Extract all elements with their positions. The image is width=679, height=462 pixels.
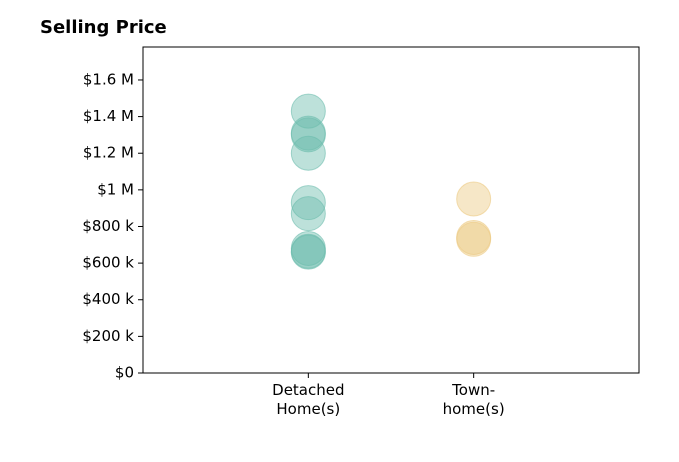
y-tick-label: $1 M (97, 180, 134, 198)
point (456, 221, 492, 257)
y-tick-label: $600 k (82, 254, 134, 272)
y-tick-label: $1.4 M (83, 107, 134, 125)
y-tick-label: $400 k (82, 290, 134, 308)
point (290, 234, 326, 270)
plot-frame (142, 46, 640, 374)
y-tick-label: $1.6 M (83, 70, 134, 88)
y-tick-label: $200 k (82, 327, 134, 345)
x-tick-label: Detached Home(s) (272, 381, 345, 418)
point (290, 93, 326, 129)
chart-title: Selling Price (40, 17, 167, 38)
point (290, 117, 326, 153)
point (290, 196, 326, 232)
point (290, 135, 326, 171)
x-tick-label: Town- home(s) (442, 381, 505, 418)
point (290, 185, 326, 221)
y-tick-label: $1.2 M (83, 144, 134, 162)
point (456, 181, 492, 217)
y-tick-label: $800 k (82, 217, 134, 235)
y-tick-label: $0 (115, 364, 134, 382)
